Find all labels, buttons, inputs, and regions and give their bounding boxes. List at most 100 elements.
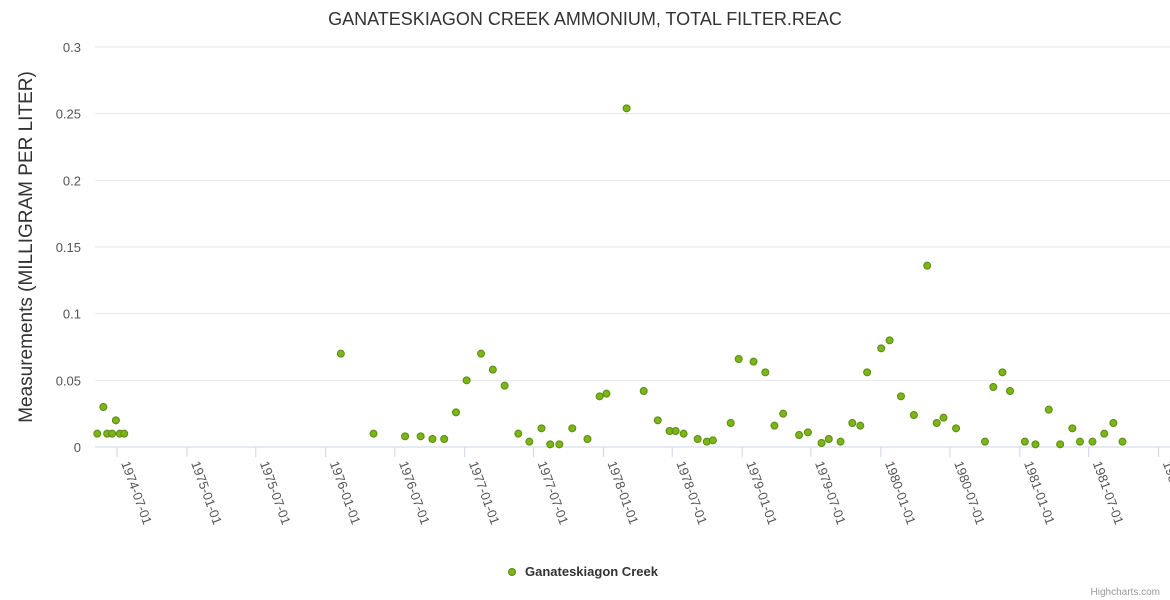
data-point-18[interactable] [514,429,523,438]
data-point-29[interactable] [653,416,662,425]
data-point-59[interactable] [989,383,998,391]
data-point-47[interactable] [848,419,857,427]
data-point-38[interactable] [749,357,758,366]
data-point-15[interactable] [477,349,486,358]
data-point-33[interactable] [693,435,702,443]
data-point-69[interactable] [1100,429,1109,438]
x-tick-label: 1976-07-01 [396,459,433,527]
data-point-37[interactable] [734,355,743,363]
y-tick-label: 0.05 [56,373,81,388]
data-point-42[interactable] [795,431,804,439]
data-point-9[interactable] [401,432,410,441]
data-point-51[interactable] [885,336,894,345]
data-point-43[interactable] [803,428,812,437]
y-tick-label: 0 [74,440,81,455]
y-tick-label: 0.2 [63,173,81,188]
data-point-66[interactable] [1068,424,1077,433]
data-point-52[interactable] [896,392,905,401]
data-point-22[interactable] [555,440,564,449]
x-tick-label: 1978-07-01 [673,459,710,527]
x-tick-label: 1981-07-01 [1090,459,1127,527]
data-point-13[interactable] [451,408,460,417]
gridlines [95,46,1170,381]
data-point-32[interactable] [679,429,688,438]
data-point-49[interactable] [863,368,872,377]
data-point-20[interactable] [537,424,546,433]
data-points[interactable] [93,104,1127,449]
data-point-46[interactable] [836,437,845,446]
credits-link[interactable]: Highcharts.com [1091,587,1160,598]
x-tick-label: 1979-07-01 [812,459,849,527]
legend[interactable]: Ganateskiagon Creek [508,564,659,579]
data-point-57[interactable] [952,424,961,433]
y-tick-label: 0.15 [56,240,81,255]
data-point-0[interactable] [93,429,102,438]
x-tick-label: 1981-01-01 [1021,459,1058,527]
data-point-48[interactable] [856,421,865,430]
data-point-50[interactable] [877,344,886,353]
data-point-40[interactable] [770,421,779,430]
data-point-36[interactable] [726,419,735,427]
data-point-17[interactable] [500,381,509,390]
data-point-27[interactable] [622,104,631,113]
data-point-10[interactable] [416,432,425,441]
x-axis-ticks [116,447,1160,457]
x-tick-label: 1974-07-01 [118,459,155,527]
x-tick-label: 1975-01-01 [188,459,225,527]
x-tick-label: 1977-07-01 [535,459,572,527]
data-point-41[interactable] [779,409,788,418]
data-point-4[interactable] [111,416,120,425]
data-point-24[interactable] [583,435,592,443]
data-point-44[interactable] [817,439,826,447]
data-point-14[interactable] [462,376,471,385]
data-point-21[interactable] [546,440,555,449]
data-point-58[interactable] [980,437,989,446]
data-point-39[interactable] [761,368,770,377]
x-axis-tick-labels: 1974-07-01 1975-01-01 1975-07-01 1976-01-01… [118,459,1170,527]
data-point-53[interactable] [909,411,918,419]
data-point-56[interactable] [939,413,948,422]
data-point-61[interactable] [1006,387,1015,395]
data-point-23[interactable] [568,424,577,433]
x-tick-label: 1978-01-01 [605,459,642,527]
y-tick-label: 0.1 [63,307,81,322]
data-point-70[interactable] [1109,419,1118,427]
data-point-25[interactable] [595,392,604,401]
data-point-26[interactable] [602,389,611,398]
data-point-62[interactable] [1020,437,1029,446]
legend-marker-icon[interactable] [508,568,516,576]
data-point-7[interactable] [336,349,345,358]
data-point-31[interactable] [671,427,680,435]
y-tick-label: 0.3 [63,40,81,55]
y-axis-tick-labels: 0 0.05 0.1 0.15 0.2 0.25 0.3 [56,40,81,455]
x-tick-label: 1976-01-01 [327,459,364,527]
y-tick-label: 0.25 [56,107,81,122]
data-point-63[interactable] [1031,440,1040,449]
data-point-3[interactable] [108,429,117,438]
x-tick-label: 1979-01-01 [743,459,780,527]
x-tick-label: 1977-01-01 [466,459,503,527]
data-point-1[interactable] [99,403,108,411]
data-point-8[interactable] [369,429,378,438]
data-point-64[interactable] [1044,405,1053,414]
data-point-28[interactable] [639,387,648,395]
data-point-35[interactable] [708,436,717,445]
data-point-19[interactable] [525,437,534,446]
data-point-6[interactable] [120,429,129,438]
data-point-68[interactable] [1088,437,1097,446]
x-tick-label: 1982-01-01 [1160,459,1170,527]
data-point-12[interactable] [440,435,449,443]
data-point-67[interactable] [1075,437,1084,446]
x-tick-label: 1980-07-01 [951,459,988,527]
data-point-60[interactable] [998,368,1007,377]
y-axis-title: Measurements (MILLIGRAM PER LITER) [16,71,37,423]
data-point-65[interactable] [1056,440,1065,449]
data-point-45[interactable] [824,435,833,443]
data-point-54[interactable] [923,261,932,270]
data-point-11[interactable] [428,435,437,443]
data-point-16[interactable] [488,365,497,374]
legend-item-label[interactable]: Ganateskiagon Creek [525,564,659,579]
data-point-71[interactable] [1118,437,1127,446]
data-point-55[interactable] [932,419,941,427]
